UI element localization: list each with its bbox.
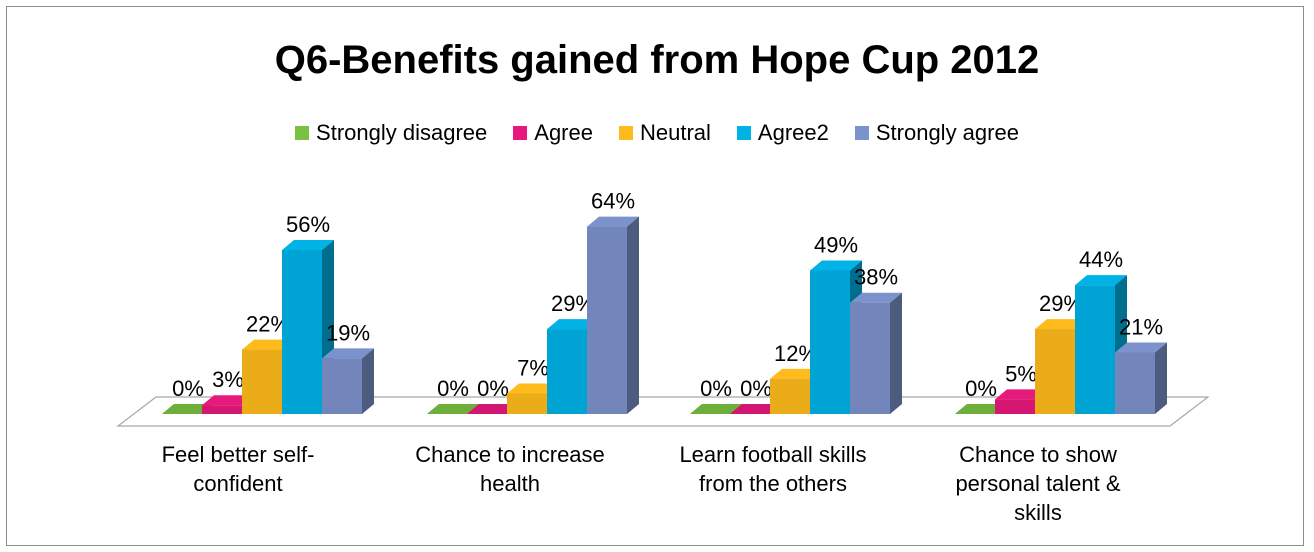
bar-flat <box>467 404 519 414</box>
bar-side <box>1155 342 1167 414</box>
data-label-strongly-disagree-4: 0% <box>965 376 997 401</box>
data-label-agree-4: 5% <box>1005 361 1037 386</box>
bar-front <box>242 349 282 414</box>
bar-top <box>507 383 559 394</box>
legend-label: Strongly disagree <box>316 120 488 145</box>
bar-top <box>810 260 862 271</box>
bar-strongly-agree-2 <box>587 216 639 414</box>
bar-strongly-disagree-2 <box>427 404 479 414</box>
bar-front <box>995 399 1035 414</box>
category-label-2: Chance to increase health <box>415 442 605 496</box>
bar-strongly-disagree-1 <box>162 404 214 414</box>
bar-front <box>770 378 810 414</box>
bar-flat <box>427 404 479 414</box>
bar-top <box>587 216 639 227</box>
bar-side <box>362 348 374 414</box>
legend-item-strongly-disagree: Strongly disagree <box>295 120 487 146</box>
data-label-agree-1: 3% <box>212 367 244 392</box>
bar-front <box>1115 352 1155 414</box>
bar-top <box>322 348 374 359</box>
bar-top <box>850 292 902 303</box>
data-label-agree-3: 0% <box>740 376 772 401</box>
bar-strongly-disagree-3 <box>690 404 742 414</box>
bar-front <box>547 329 587 414</box>
bar-top <box>547 319 599 330</box>
data-label-neutral-2: 7% <box>517 356 549 381</box>
legend-item-agree2: Agree2 <box>736 120 829 146</box>
bar-top <box>1075 275 1127 286</box>
category-label-1: Feel better self- confident <box>161 442 315 496</box>
data-label-strongly-disagree-1: 0% <box>172 376 204 401</box>
bar-top <box>202 395 254 406</box>
bar-front <box>850 302 890 414</box>
bar-strongly-agree-4 <box>1115 342 1167 414</box>
bar-top <box>770 368 822 379</box>
legend-label: Agree2 <box>757 120 829 145</box>
legend-swatch <box>854 126 869 140</box>
legend-item-strongly-agree: Strongly agree <box>854 120 1019 146</box>
data-label-agree2-1: 56% <box>286 212 330 237</box>
data-label-agree2-4: 44% <box>1079 247 1123 272</box>
bar-flat <box>690 404 742 414</box>
legend-item-neutral: Neutral <box>618 120 711 146</box>
bar-side <box>627 216 639 414</box>
chart-floor <box>116 396 1210 427</box>
data-label-agree2-3: 49% <box>814 233 858 258</box>
legend: Strongly disagree Agree Neutral Agree2 Stron… <box>0 120 1314 146</box>
data-label-strongly-agree-2: 64% <box>591 189 635 214</box>
category-label-4: Chance to show personal talent & skills <box>955 442 1121 525</box>
bar-front <box>322 358 362 414</box>
bar-flat <box>162 404 214 414</box>
bar-strongly-agree-3 <box>850 292 902 414</box>
bar-flat <box>730 404 782 414</box>
bar-front <box>507 393 547 414</box>
bar-front <box>1035 329 1075 414</box>
bar-front <box>282 250 322 414</box>
bar-strongly-agree-1 <box>322 348 374 414</box>
bar-side <box>890 292 902 414</box>
bar-front <box>587 226 627 414</box>
chart-title: Q6-Benefits gained from Hope Cup 2012 <box>274 38 1040 82</box>
bar-strongly-disagree-4 <box>955 404 1007 414</box>
bar-top <box>242 339 294 350</box>
bar-top <box>282 240 334 250</box>
bar-neutral-3 <box>770 368 822 414</box>
bar-top <box>995 389 1047 400</box>
legend-item-agree: Agree <box>513 120 593 146</box>
legend-swatch <box>295 126 310 140</box>
legend-label: Agree <box>534 120 593 145</box>
bar-top <box>1035 319 1087 330</box>
legend-swatch <box>618 126 633 140</box>
legend-label: Strongly agree <box>875 120 1019 145</box>
data-label-agree-2: 0% <box>477 376 509 401</box>
legend-swatch <box>513 126 528 140</box>
data-label-strongly-agree-4: 21% <box>1119 315 1163 340</box>
legend-swatch <box>736 126 751 140</box>
data-label-strongly-agree-3: 38% <box>854 265 898 290</box>
data-label-strongly-disagree-3: 0% <box>700 376 732 401</box>
legend-label: Neutral <box>639 120 711 145</box>
category-label-3: Learn football skills from the others <box>679 442 867 496</box>
data-label-strongly-disagree-2: 0% <box>437 376 469 401</box>
bar-flat <box>955 404 1007 414</box>
bar-agree-2 <box>467 404 519 414</box>
bar-front <box>202 405 242 414</box>
bar-top <box>1115 342 1167 353</box>
data-label-strongly-agree-1: 19% <box>326 320 370 345</box>
bar-agree-3 <box>730 404 782 414</box>
bar-front <box>810 270 850 414</box>
bar-front <box>1075 285 1115 414</box>
